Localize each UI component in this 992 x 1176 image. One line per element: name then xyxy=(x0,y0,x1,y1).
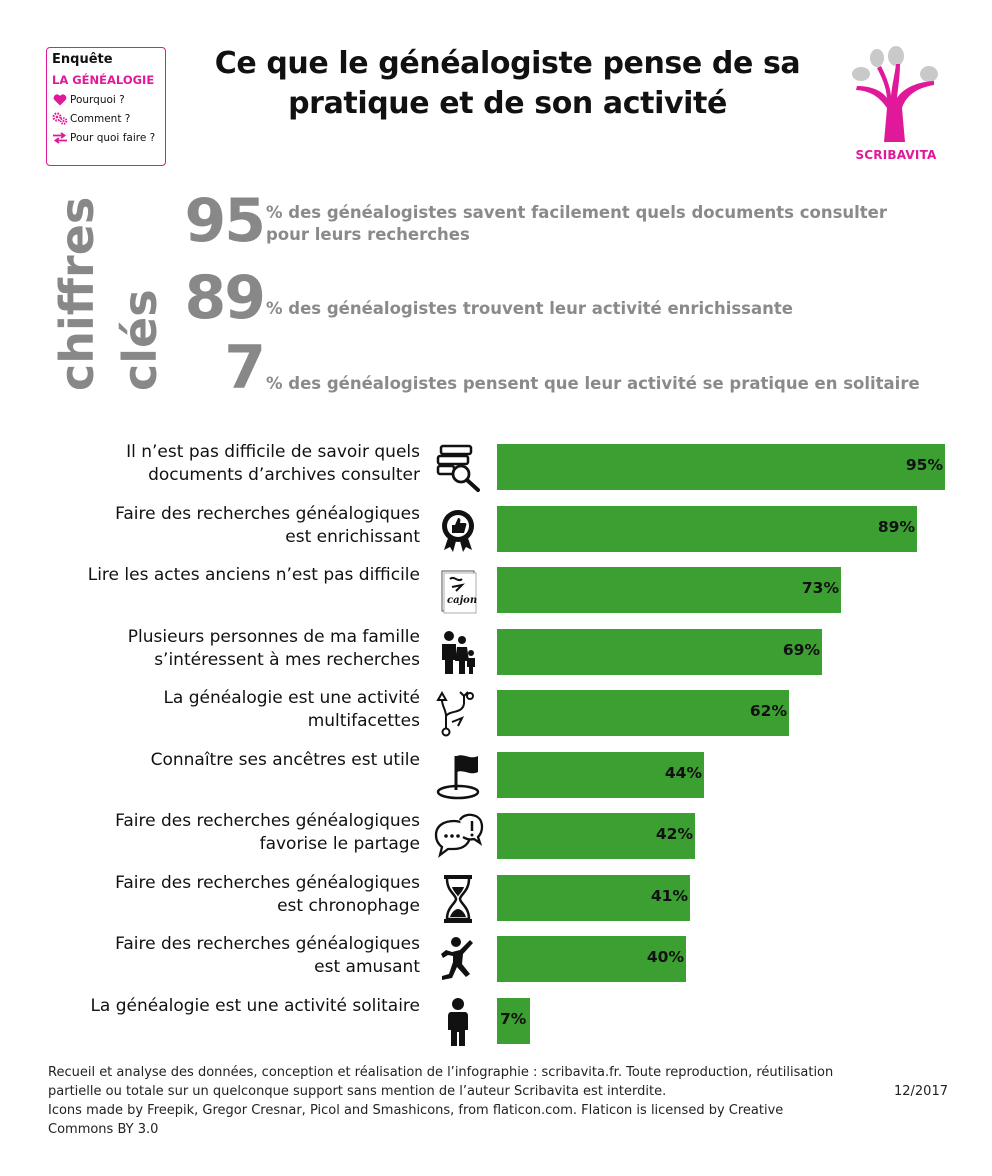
category-label: Faire des recherches généalogiques est en… xyxy=(20,503,420,549)
category-label-line: La généalogie est une activité xyxy=(163,688,420,708)
bar-value-label: 40% xyxy=(646,948,684,966)
speech-bubbles-icon xyxy=(432,811,484,863)
category-label-line: Faire des recherches généalogiques xyxy=(115,934,420,954)
bar xyxy=(497,567,841,613)
key-figure-value-2: 89 xyxy=(184,263,267,333)
category-label: Faire des recherches généalogiques est ch… xyxy=(20,872,420,918)
survey-item-label: Pour quoi faire ? xyxy=(70,131,156,144)
category-label-line: est amusant xyxy=(314,957,420,977)
key-figures-label-1: chiffres xyxy=(50,196,104,391)
survey-item-what-for: Pour quoi faire ? xyxy=(52,131,165,144)
survey-title: Enquête xyxy=(52,52,113,67)
footer-date: 12/2017 xyxy=(893,1084,948,1099)
survey-box: Enquête LA GÉNÉALOGIE Pourquoi ? Comment… xyxy=(46,47,166,166)
bar-value-label: 89% xyxy=(877,517,915,536)
bar-value-label: 73% xyxy=(801,579,839,597)
branching-arrows-icon xyxy=(432,688,484,740)
archive-search-icon xyxy=(432,442,484,494)
bar-value-label: 69% xyxy=(782,640,820,659)
bar xyxy=(497,874,690,921)
category-label: La généalogie est une activité multifacet… xyxy=(20,687,420,733)
key-figure-text-1-line-2: pour leurs recherches xyxy=(266,225,470,244)
category-label: Il n’est pas difficile de savoir quels do… xyxy=(20,441,420,487)
footer-line-1: Recueil et analyse des données, concepti… xyxy=(48,1065,834,1080)
category-label: Lire les actes anciens n’est pas diffici… xyxy=(20,564,420,587)
logo-text: SCRIBAVITA xyxy=(855,148,937,162)
gears-icon xyxy=(52,112,68,125)
category-label-line: Connaître ses ancêtres est utile xyxy=(150,749,420,770)
category-label-line: Lire les actes anciens n’est pas diffici… xyxy=(87,565,420,585)
title-line-2: pratique et de son activité xyxy=(288,86,727,121)
bar xyxy=(497,997,530,1044)
bar-value-label: 62% xyxy=(749,702,787,720)
category-label-line: favorise le partage xyxy=(259,834,420,854)
category-label-line: La généalogie est une activité solitaire xyxy=(90,995,420,1016)
bar-value-label: 41% xyxy=(650,886,688,905)
bar xyxy=(497,505,917,552)
hourglass-icon xyxy=(432,873,484,925)
footer-line-2-text: partielle ou totale sur un quelconque su… xyxy=(48,1084,667,1099)
bar xyxy=(497,813,695,859)
jumping-person-icon xyxy=(432,934,484,986)
key-figure-text-2: % des généalogistes trouvent leur activi… xyxy=(266,298,793,320)
key-figure-text-3-line-1: % des généalogistes pensent que leur act… xyxy=(266,374,920,393)
key-figure-value-1: 95 xyxy=(184,186,267,256)
footer-line-3: Icons made by Freepik, Gregor Cresnar, P… xyxy=(48,1103,784,1118)
survey-item-why: Pourquoi ? xyxy=(52,93,165,106)
bar xyxy=(497,751,704,798)
arrows-icon xyxy=(52,131,68,144)
footer-line-4: Commons BY 3.0 xyxy=(48,1122,159,1137)
bar-value-label: 7% xyxy=(500,1009,527,1028)
category-label: Connaître ses ancêtres est utile xyxy=(20,749,420,772)
footer: Recueil et analyse des données, concepti… xyxy=(48,1063,948,1139)
bar xyxy=(497,690,789,736)
key-figure-value-3: 7 xyxy=(224,333,266,403)
key-figure-text-1-line-1: % des généalogistes savent facilement qu… xyxy=(266,203,888,222)
survey-item-label: Pourquoi ? xyxy=(70,93,125,106)
bar-value-label: 95% xyxy=(905,456,943,474)
category-label-line: s’intéressent à mes recherches xyxy=(154,649,420,670)
key-figure-text-3: % des généalogistes pensent que leur act… xyxy=(266,373,920,395)
category-label-line: multifacettes xyxy=(307,711,420,731)
bar-value-label: 44% xyxy=(664,763,702,782)
category-label: Plusieurs personnes de ma famille s’intér… xyxy=(20,626,420,672)
survey-item-label: Comment ? xyxy=(70,112,131,125)
svg-text:cajon: cajon xyxy=(447,595,477,606)
flag-icon xyxy=(432,750,484,802)
category-label-line: est chronophage xyxy=(277,895,420,916)
category-label: Faire des recherches généalogiques est am… xyxy=(20,933,420,979)
bar-value-label: 42% xyxy=(655,825,693,843)
bar xyxy=(497,444,945,490)
key-figure-text-2-line-1: % des généalogistes trouvent leur activi… xyxy=(266,299,793,318)
footer-line-2: partielle ou totale sur un quelconque su… xyxy=(48,1082,948,1101)
thumbs-up-badge-icon xyxy=(432,504,484,556)
survey-subtitle: LA GÉNÉALOGIE xyxy=(52,73,155,87)
category-label-line: Faire des recherches généalogiques xyxy=(115,872,420,893)
category-label-line: Faire des recherches généalogiques xyxy=(115,503,420,524)
heart-icon xyxy=(52,93,68,106)
category-label-line: Plusieurs personnes de ma famille xyxy=(127,626,420,647)
title-line-1: Ce que le généalogiste pense de sa xyxy=(214,46,801,81)
page-title: Ce que le généalogiste pense de sa prati… xyxy=(175,44,840,124)
bar xyxy=(497,936,686,982)
category-label-line: Il n’est pas difficile de savoir quels xyxy=(126,442,420,462)
key-figures-label-2: clés xyxy=(113,289,167,391)
category-label-line: Faire des recherches généalogiques xyxy=(115,811,420,831)
category-label: Faire des recherches généalogiques favori… xyxy=(20,810,420,856)
bar xyxy=(497,628,822,675)
tree-icon xyxy=(852,46,938,142)
person-icon xyxy=(432,996,484,1048)
family-icon xyxy=(432,627,484,679)
old-document-icon: cajon xyxy=(432,565,484,617)
category-label-line: documents d’archives consulter xyxy=(148,465,420,485)
category-label-line: est enrichissant xyxy=(285,526,420,547)
bar-chart: Il n’est pas difficile de savoir quels do… xyxy=(0,436,992,1056)
key-figure-text-1: % des généalogistes savent facilement qu… xyxy=(266,202,887,246)
scribavita-logo: SCRIBAVITA xyxy=(844,46,948,170)
category-label: La généalogie est une activité solitaire xyxy=(20,995,420,1018)
survey-item-how: Comment ? xyxy=(52,112,165,125)
